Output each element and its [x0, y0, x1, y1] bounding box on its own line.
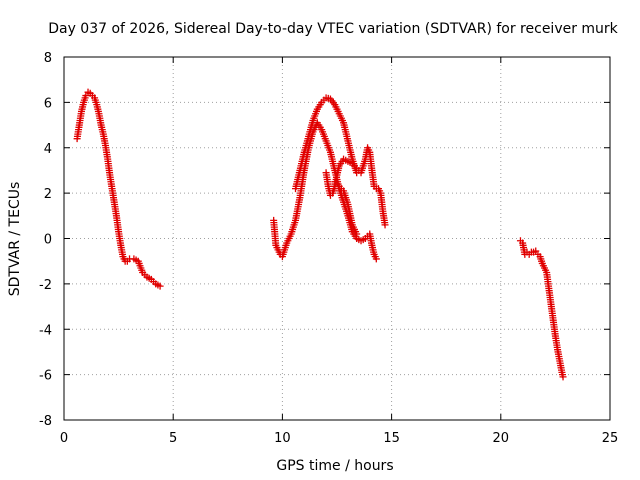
y-tick-label: -8: [39, 414, 52, 429]
y-tick-label: 2: [44, 187, 52, 202]
x-tick-label: 20: [493, 431, 510, 446]
data-point: [559, 373, 567, 381]
x-tick-label: 5: [169, 431, 177, 446]
series-arc-2d: [331, 178, 361, 238]
y-tick-label: 0: [44, 233, 52, 248]
y-tick-label: -4: [39, 323, 52, 338]
x-axis-label: GPS time / hours: [276, 458, 393, 474]
x-tick-label: 10: [274, 431, 291, 446]
y-tick-label: -2: [39, 278, 52, 293]
data-point: [353, 230, 361, 238]
y-tick-label: 6: [44, 96, 52, 111]
grid-lines: [64, 57, 610, 420]
axis-ticks: 0 5 10 15 20 25 -8 -6 -4 -2 0 2 4 6 8: [39, 51, 618, 446]
series-arc-2a: [270, 119, 380, 263]
chart-title: Day 037 of 2026, Sidereal Day-to-day VTE…: [48, 21, 618, 37]
y-tick-label: 4: [44, 142, 52, 157]
series-arc-2c: [322, 144, 389, 229]
data-point: [156, 282, 164, 290]
x-tick-label: 25: [602, 431, 619, 446]
y-tick-label: 8: [44, 51, 52, 66]
x-tick-label: 15: [383, 431, 400, 446]
series-arc-1: [73, 88, 164, 290]
y-axis-label: SDTVAR / TECUs: [7, 182, 23, 297]
plot-frame: [63, 56, 611, 421]
y-tick-label: -6: [39, 369, 52, 384]
x-tick-label: 0: [60, 431, 68, 446]
series-arc-3: [516, 237, 567, 381]
data-points: [73, 88, 567, 381]
data-point: [381, 221, 389, 229]
data-point: [372, 255, 380, 263]
